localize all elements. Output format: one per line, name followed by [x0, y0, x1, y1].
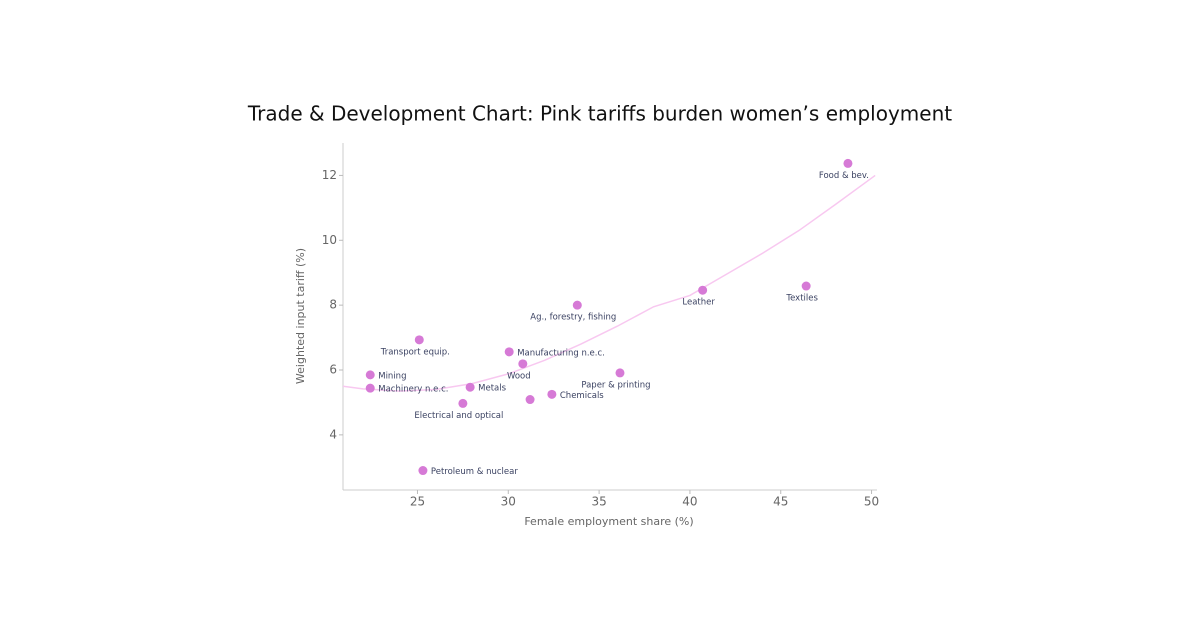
point: [525, 395, 535, 405]
point-label: Manufacturing n.e.c.: [517, 348, 605, 358]
point-label: Wood: [507, 371, 531, 381]
point: [365, 383, 375, 393]
y-tick-label: 12: [322, 168, 337, 182]
chart-title: Trade & Development Chart: Pink tariffs …: [247, 102, 952, 126]
point: [801, 281, 811, 291]
point: [698, 285, 708, 295]
x-tick-label: 25: [410, 495, 425, 509]
y-tick-label: 10: [322, 233, 337, 247]
point-label: Electrical and optical: [414, 411, 503, 421]
x-axis-title: Female employment share (%): [524, 515, 693, 528]
y-axis-title: Weighted input tariff (%): [294, 248, 307, 384]
point: [465, 382, 475, 392]
point: [365, 370, 375, 380]
point-label: Transport equip.: [380, 347, 450, 357]
point-label: Petroleum & nuclear: [431, 467, 518, 477]
point: [547, 389, 557, 399]
x-tick-label: 40: [682, 495, 697, 509]
point-label: Machinery n.e.c.: [378, 385, 448, 395]
point: [418, 466, 428, 476]
x-tick-label: 45: [773, 495, 788, 509]
point-label: Mining: [378, 371, 406, 381]
point: [458, 398, 468, 408]
point: [843, 158, 853, 168]
y-tick-label: 6: [329, 363, 337, 377]
point: [518, 359, 528, 369]
point-label: Food & bev.: [819, 171, 869, 181]
point-label: Textiles: [785, 294, 818, 304]
point-label: Chemicals: [560, 391, 604, 401]
point: [504, 347, 514, 357]
y-tick-label: 8: [329, 298, 337, 312]
x-tick-label: 30: [501, 495, 516, 509]
point-label: Paper & printing: [581, 380, 650, 390]
x-tick-label: 50: [864, 495, 879, 509]
point: [572, 300, 582, 310]
point-label: Leather: [682, 298, 715, 308]
point-label: Ag., forestry, fishing: [530, 313, 616, 323]
y-tick-label: 4: [329, 427, 337, 441]
trend-line: [342, 174, 876, 392]
x-tick-label: 35: [591, 495, 606, 509]
point-label: Metals: [478, 384, 506, 394]
point: [414, 335, 424, 345]
point: [615, 368, 625, 378]
